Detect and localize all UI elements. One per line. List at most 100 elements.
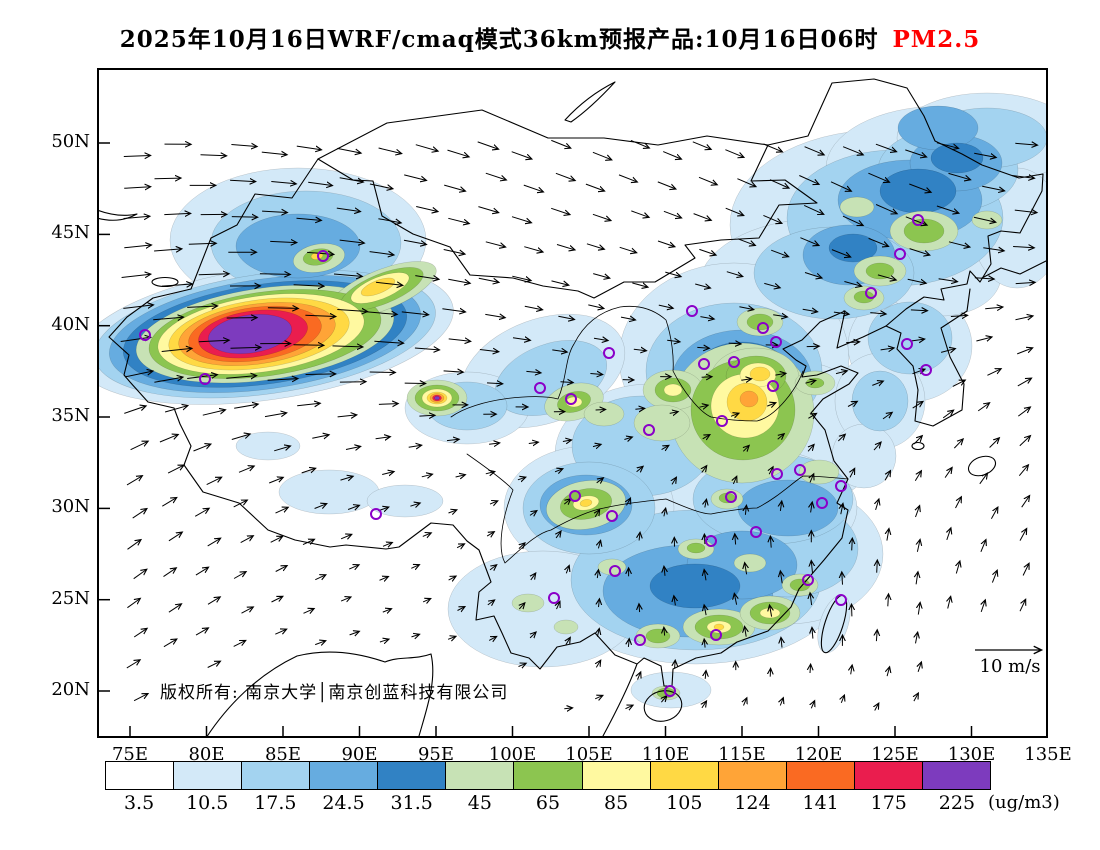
wind-arrow	[916, 633, 918, 644]
wind-arrow	[523, 184, 543, 192]
city-marker	[317, 250, 329, 262]
colorbar-label: 225	[938, 792, 976, 814]
wind-arrow	[444, 184, 465, 191]
lon-tick-label: 125E	[871, 744, 919, 765]
wind-arrow	[658, 305, 673, 308]
wind-arrow	[700, 317, 713, 319]
wind-arrow	[226, 376, 256, 379]
wind-arrow	[554, 469, 563, 472]
wind-arrow	[489, 443, 499, 444]
wind-reference-label: 10 m/s	[979, 656, 1041, 677]
wind-arrow	[672, 478, 676, 485]
pm25-contour	[553, 619, 579, 635]
wind-arrow	[597, 629, 599, 637]
colorbar-label: 24.5	[322, 792, 365, 814]
wind-arrow	[485, 472, 495, 474]
wind-arrow	[401, 312, 428, 315]
wind-arrow	[207, 597, 220, 605]
wind-arrow	[560, 382, 573, 383]
wind-arrow	[233, 572, 246, 579]
lon-tick-label: 110E	[641, 744, 690, 765]
wind-arrows	[120, 139, 1037, 710]
wind-arrow	[812, 628, 813, 639]
colorbar-cell	[786, 762, 855, 789]
city-marker	[794, 464, 806, 476]
wind-arrow	[557, 602, 560, 610]
wind-arrow	[628, 639, 629, 647]
wind-arrow	[590, 374, 602, 375]
wind-arrow	[693, 213, 711, 221]
wind-arrow	[777, 434, 784, 439]
lon-tick-label: 130E	[947, 744, 996, 765]
wind-arrow	[195, 567, 208, 576]
lat-tick-label: 40N	[51, 313, 90, 335]
wind-arrow	[695, 284, 710, 288]
wind-arrow	[161, 348, 192, 351]
vietnam-coastline	[602, 663, 638, 737]
colorbar-label: 65	[535, 792, 561, 814]
wind-arrow	[636, 467, 643, 472]
wind-arrow	[416, 206, 437, 212]
wind-arrow	[315, 641, 325, 645]
pm25-contour	[930, 142, 984, 174]
wind-arrow	[870, 313, 885, 314]
lon-tick-label: 115E	[718, 744, 766, 765]
wind-arrow	[705, 671, 706, 679]
wind-arrow	[913, 436, 922, 445]
wind-arrow	[745, 627, 747, 637]
wind-arrow	[267, 308, 298, 309]
city-marker	[865, 287, 877, 299]
wind-arrow	[231, 434, 250, 440]
kyushu-island	[967, 455, 997, 477]
wind-arrow	[442, 309, 465, 312]
wind-arrow	[379, 639, 389, 642]
wind-arrow	[982, 185, 1004, 191]
wind-arrow	[705, 500, 707, 508]
pm25-field	[97, 92, 1048, 709]
lat-tick-label: 35N	[51, 405, 90, 426]
wind-arrow	[566, 638, 570, 645]
lon-tick-label: 75E	[111, 744, 149, 765]
pm25-contour	[879, 168, 957, 214]
wind-arrow	[912, 402, 923, 409]
city-marker	[603, 347, 615, 359]
wind-arrow	[846, 342, 859, 343]
wind-arrow	[296, 146, 321, 150]
wind-arrow	[1019, 436, 1030, 447]
wind-arrow	[704, 535, 705, 545]
pm25-contour	[737, 479, 839, 537]
wind-arrow	[733, 477, 736, 485]
wind-arrow	[337, 415, 357, 417]
city-marker	[802, 574, 814, 586]
wind-arrow	[592, 445, 601, 447]
wind-arrow	[664, 509, 666, 517]
wind-arrow	[552, 350, 567, 352]
wind-arrow	[194, 509, 209, 517]
wind-arrow	[916, 572, 918, 585]
wind-arrow	[657, 181, 676, 189]
wind-arrow	[238, 466, 254, 473]
wind-arrow	[312, 435, 328, 438]
wind-arrow	[124, 371, 153, 378]
wind-arrow	[558, 316, 574, 319]
wind-arrow	[382, 609, 391, 612]
wind-arrow	[308, 182, 332, 185]
colorbar-cell	[174, 762, 243, 789]
wind-arrow	[974, 278, 994, 279]
wind-arrow	[563, 499, 570, 504]
wind-arrow	[952, 380, 965, 387]
wind-arrow	[910, 310, 927, 311]
colorbar-label: 3.5	[123, 792, 155, 814]
wind-arrow	[297, 403, 320, 405]
wind-arrow	[446, 439, 459, 440]
wind-arrow	[979, 473, 988, 485]
wind-arrow	[702, 701, 706, 709]
wind-arrow	[704, 570, 706, 581]
wind-arrow	[639, 604, 640, 613]
wind-arrow	[382, 472, 394, 475]
wind-arrow	[985, 307, 1002, 309]
wind-arrow	[692, 141, 711, 149]
wind-arrow	[917, 540, 920, 552]
wind-arrow	[847, 402, 857, 407]
